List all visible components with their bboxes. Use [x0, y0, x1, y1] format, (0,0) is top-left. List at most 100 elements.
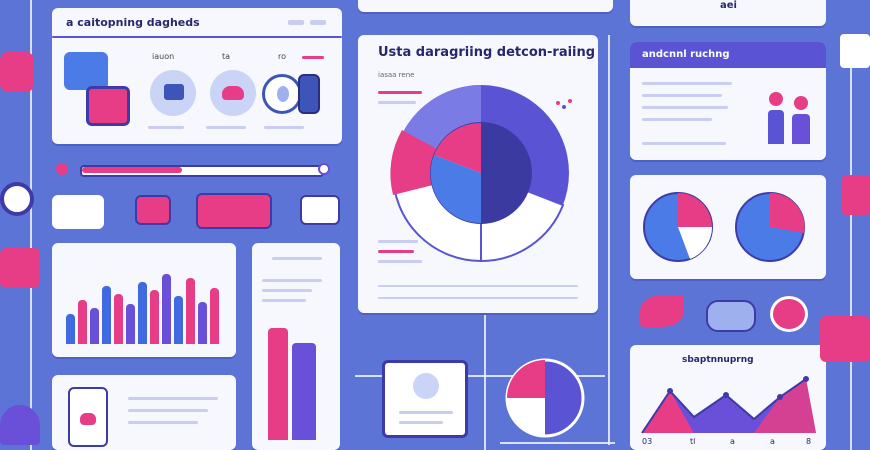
- pie-panel: [630, 175, 826, 279]
- text-line: [378, 101, 416, 104]
- bar: [78, 300, 87, 344]
- main-title: Usta daragriing detcon-raiing: [378, 45, 596, 60]
- text-line: [378, 240, 418, 243]
- main-subtitle: iasaa rene: [378, 71, 415, 79]
- connector-line: [608, 35, 610, 445]
- text-line: [378, 285, 578, 287]
- top-card: [358, 0, 613, 12]
- bar: [268, 328, 288, 440]
- text-line: [262, 299, 306, 302]
- accent-line: [302, 56, 324, 59]
- bar: [102, 286, 111, 344]
- chat-icon: [770, 296, 808, 332]
- panel-title: a caitopning dagheds: [66, 16, 200, 29]
- accent-line: [378, 91, 422, 94]
- connector-line: [355, 375, 605, 377]
- top-card: aei: [630, 0, 826, 26]
- heart-icon[interactable]: [210, 70, 256, 116]
- envelope-icon: [382, 360, 468, 438]
- bar: [292, 343, 316, 440]
- bar: [150, 290, 159, 344]
- main-donut-panel: Usta daragriing detcon-raiing iasaa rene: [358, 35, 598, 313]
- bar: [162, 274, 171, 344]
- chat-icon[interactable]: [150, 70, 196, 116]
- panel-label: ro: [278, 52, 287, 61]
- camera-icon: [0, 52, 34, 92]
- axis-label: tl: [690, 437, 696, 446]
- footer-line: [148, 126, 184, 129]
- phone-icon[interactable]: [298, 74, 320, 114]
- phone-icon: [68, 387, 108, 447]
- bar: [138, 282, 147, 344]
- text-line: [642, 106, 728, 109]
- person-icon: [768, 92, 784, 146]
- header-pill: [288, 20, 304, 25]
- panel-title: sbaptnnuprng: [682, 355, 754, 365]
- bar: [210, 288, 219, 344]
- ranking-panel: andcnnl ruchng: [630, 42, 826, 160]
- area-chart: [641, 376, 816, 434]
- donut-chart: [390, 85, 572, 263]
- chat-icon: [820, 316, 870, 362]
- text-line: [128, 409, 208, 412]
- pie-chart: [505, 358, 585, 438]
- card-icon: [64, 52, 108, 90]
- panel-label: ta: [222, 52, 231, 61]
- connector-line: [30, 0, 32, 450]
- clock-icon: [0, 248, 40, 288]
- panel-title: andcnnl ruchng: [642, 49, 730, 60]
- bar: [174, 296, 183, 344]
- text-line: [128, 397, 218, 400]
- envelope-icon: [300, 195, 340, 225]
- chat-icon: [52, 195, 104, 229]
- chart-panel: [252, 243, 340, 450]
- bar: [126, 304, 135, 344]
- bar: [186, 278, 195, 344]
- axis-label: a: [770, 437, 775, 446]
- handshake-icon: [706, 300, 756, 332]
- footer-line: [264, 126, 304, 129]
- axis-label: 03: [642, 437, 653, 446]
- lock-icon: [842, 175, 870, 215]
- progress-slider[interactable]: [56, 163, 336, 177]
- dashboard-panel: a caitopning dagheds iauon ta ro: [52, 8, 342, 144]
- bar: [90, 308, 99, 344]
- slider-start: [56, 163, 68, 175]
- text-line: [642, 142, 726, 145]
- footer-line: [206, 126, 246, 129]
- bar: [114, 294, 123, 344]
- card-icon: [86, 86, 130, 126]
- text-line: [378, 297, 578, 299]
- bird-icon: [640, 295, 684, 327]
- person-icon: [792, 96, 810, 146]
- panel-header: [630, 42, 826, 68]
- message-panel: [52, 375, 236, 450]
- bar: [198, 302, 207, 344]
- lotus-icon: [0, 405, 40, 445]
- pie-chart: [643, 192, 805, 262]
- title-underline: [52, 36, 342, 38]
- axis-label: a: [730, 437, 735, 446]
- gear-icon: [0, 182, 34, 216]
- header-pill: [310, 20, 326, 25]
- card-icon: [135, 195, 171, 225]
- text-line: [642, 118, 712, 121]
- text-line: [642, 82, 732, 85]
- connector-line: [484, 315, 486, 450]
- top-card-label: aei: [720, 0, 737, 11]
- text-line: [262, 289, 312, 292]
- text-line: [272, 257, 322, 260]
- panel-label: iauon: [152, 52, 175, 61]
- text-line: [128, 421, 198, 424]
- area-chart-panel: sbaptnnuprng 03 tl a a 8: [630, 345, 826, 450]
- axis-label: 8: [806, 437, 812, 446]
- connector-line: [500, 442, 615, 444]
- heart-icon[interactable]: [840, 34, 870, 68]
- bar: [66, 314, 75, 344]
- drop-icon[interactable]: [262, 74, 302, 114]
- books-icon: [196, 193, 272, 229]
- connector-line: [850, 60, 852, 450]
- slider-knob[interactable]: [318, 163, 330, 175]
- text-line: [262, 279, 322, 282]
- text-line: [378, 260, 422, 263]
